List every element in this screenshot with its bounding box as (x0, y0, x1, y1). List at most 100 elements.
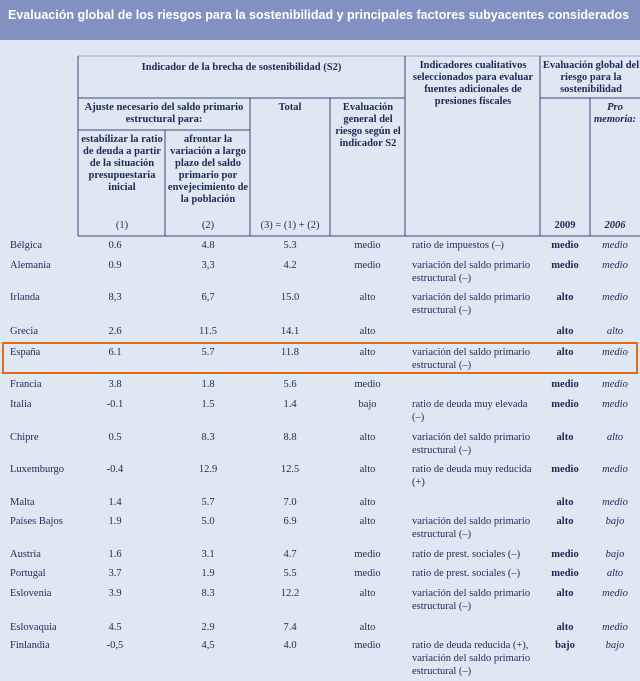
cell-eval: medio (354, 240, 381, 251)
cell-r2009: alto (556, 516, 574, 527)
cell-country: Francia (10, 379, 42, 390)
title-bar: Evaluación global de los riesgos para la… (0, 0, 640, 40)
cell-r2006: medio (602, 240, 628, 251)
cell-total: 7.0 (283, 497, 297, 508)
cell-total: 5.5 (283, 568, 297, 579)
cell-c2: 4,5 (201, 640, 215, 651)
cell-country: Luxemburgo (10, 464, 65, 475)
cell-eval: alto (359, 622, 376, 633)
cell-total: 8.8 (283, 432, 297, 443)
cell-r2006: medio (602, 464, 628, 475)
cell-r2006: medio (602, 260, 628, 271)
col2-num: (2) (201, 220, 215, 231)
cell-c1: 3.8 (108, 379, 122, 390)
cell-r2006: medio (602, 399, 628, 410)
col2-header: afrontar la variación a largo plazo del … (167, 134, 249, 205)
subgroup-header: Ajuste necesario del saldo primario estr… (84, 102, 244, 125)
cell-country: Países Bajos (10, 516, 63, 527)
cell-r2006: medio (602, 379, 628, 390)
cell-r2009: alto (556, 588, 574, 599)
cell-total: 1.4 (283, 399, 297, 410)
cell-r2006: bajo (605, 549, 625, 560)
col1-num: (1) (115, 220, 129, 231)
cell-indicator: variación del saldo primario estructural… (412, 588, 531, 612)
cell-r2006: alto (606, 568, 624, 579)
cell-total: 11.8 (281, 347, 299, 358)
cell-c2: 3,3 (201, 260, 215, 271)
cell-c1: 0.9 (108, 260, 122, 271)
cell-c2: 5.0 (201, 516, 215, 527)
cell-r2009: medio (551, 240, 579, 251)
cell-r2006: medio (602, 497, 628, 508)
cell-r2006: medio (602, 588, 628, 599)
cell-eval: alto (359, 464, 376, 475)
cell-r2009: alto (556, 347, 574, 358)
cell-r2009: alto (556, 292, 574, 303)
cell-r2006: medio (602, 347, 628, 358)
cell-eval: alto (359, 292, 376, 303)
cell-r2006: alto (606, 432, 624, 443)
cell-country: Italia (10, 399, 32, 410)
cell-c1: 1.9 (108, 516, 122, 527)
cell-country: Finlandia (10, 640, 50, 651)
cell-indicator: ratio de impuestos (–) (412, 240, 504, 251)
cell-c1: 1.4 (108, 497, 122, 508)
cell-total: 14.1 (280, 326, 300, 337)
cell-country: Malta (10, 497, 35, 508)
cell-c1: 0.6 (108, 240, 122, 251)
cell-total: 5.3 (283, 240, 297, 251)
cell-c2: 11.5 (199, 326, 217, 337)
cell-r2006: medio (602, 622, 628, 633)
total-header: Total (278, 102, 302, 113)
cell-total: 15.0 (280, 292, 300, 303)
cell-country: Bélgica (10, 240, 43, 251)
cell-c2: 1.5 (201, 399, 215, 410)
cell-c1: 6.1 (108, 347, 122, 358)
cell-c2: 5.7 (201, 347, 215, 358)
cell-eval: medio (354, 549, 381, 560)
cell-r2009: alto (556, 326, 574, 337)
cell-c2: 5.7 (201, 497, 215, 508)
cell-r2009: medio (551, 464, 579, 475)
cell-country: Grecia (10, 326, 38, 337)
cell-total: 4.2 (283, 260, 297, 271)
cell-indicator: ratio de deuda muy reducida (+) (412, 464, 532, 488)
col1-header: estabilizar la ratio de deuda a partir d… (81, 134, 163, 193)
cell-c1: 1.6 (108, 549, 122, 560)
cell-indicator: variación del saldo primario estructural… (412, 347, 531, 371)
cell-country: Chipre (10, 432, 39, 443)
cell-r2009: medio (551, 379, 579, 390)
cell-r2009: medio (551, 568, 579, 579)
cell-total: 6.9 (283, 516, 297, 527)
cell-country: Austria (10, 549, 41, 560)
cell-eval: alto (359, 326, 376, 337)
cell-c1: -0.4 (106, 464, 124, 475)
cell-c2: 8.3 (201, 432, 215, 443)
cell-c1: 3.7 (108, 568, 122, 579)
cell-indicator: ratio de prest. sociales (–) (412, 568, 521, 579)
cell-c1: 8,3 (108, 292, 122, 303)
cell-c2: 4.8 (201, 240, 215, 251)
cell-c2: 1.9 (201, 568, 215, 579)
cell-indicator: variación del saldo primario estructural… (412, 432, 531, 456)
cell-c2: 1.8 (201, 379, 215, 390)
cell-country: Portugal (10, 568, 46, 579)
cell-c2: 2.9 (201, 622, 215, 633)
memo-header: Pro memoria: (594, 102, 636, 125)
indicators-header: Indicadores cualitativos seleccionados p… (412, 60, 534, 107)
cell-r2006: bajo (605, 640, 625, 651)
cell-eval: alto (359, 497, 376, 508)
cell-r2009: alto (556, 497, 574, 508)
cell-r2009: medio (551, 260, 579, 271)
cell-indicator: ratio de deuda reducida (+), variación d… (412, 640, 531, 677)
cell-eval: medio (354, 568, 381, 579)
total-num: (3) = (1) + (2) (260, 220, 320, 231)
cell-eval: alto (359, 432, 376, 443)
cell-eval: alto (359, 588, 376, 599)
cell-c1: 3.9 (108, 588, 122, 599)
title: Evaluación global de los riesgos para la… (8, 8, 630, 22)
cell-indicator: ratio de deuda muy elevada (–) (412, 399, 528, 423)
cell-c1: 4.5 (108, 622, 122, 633)
